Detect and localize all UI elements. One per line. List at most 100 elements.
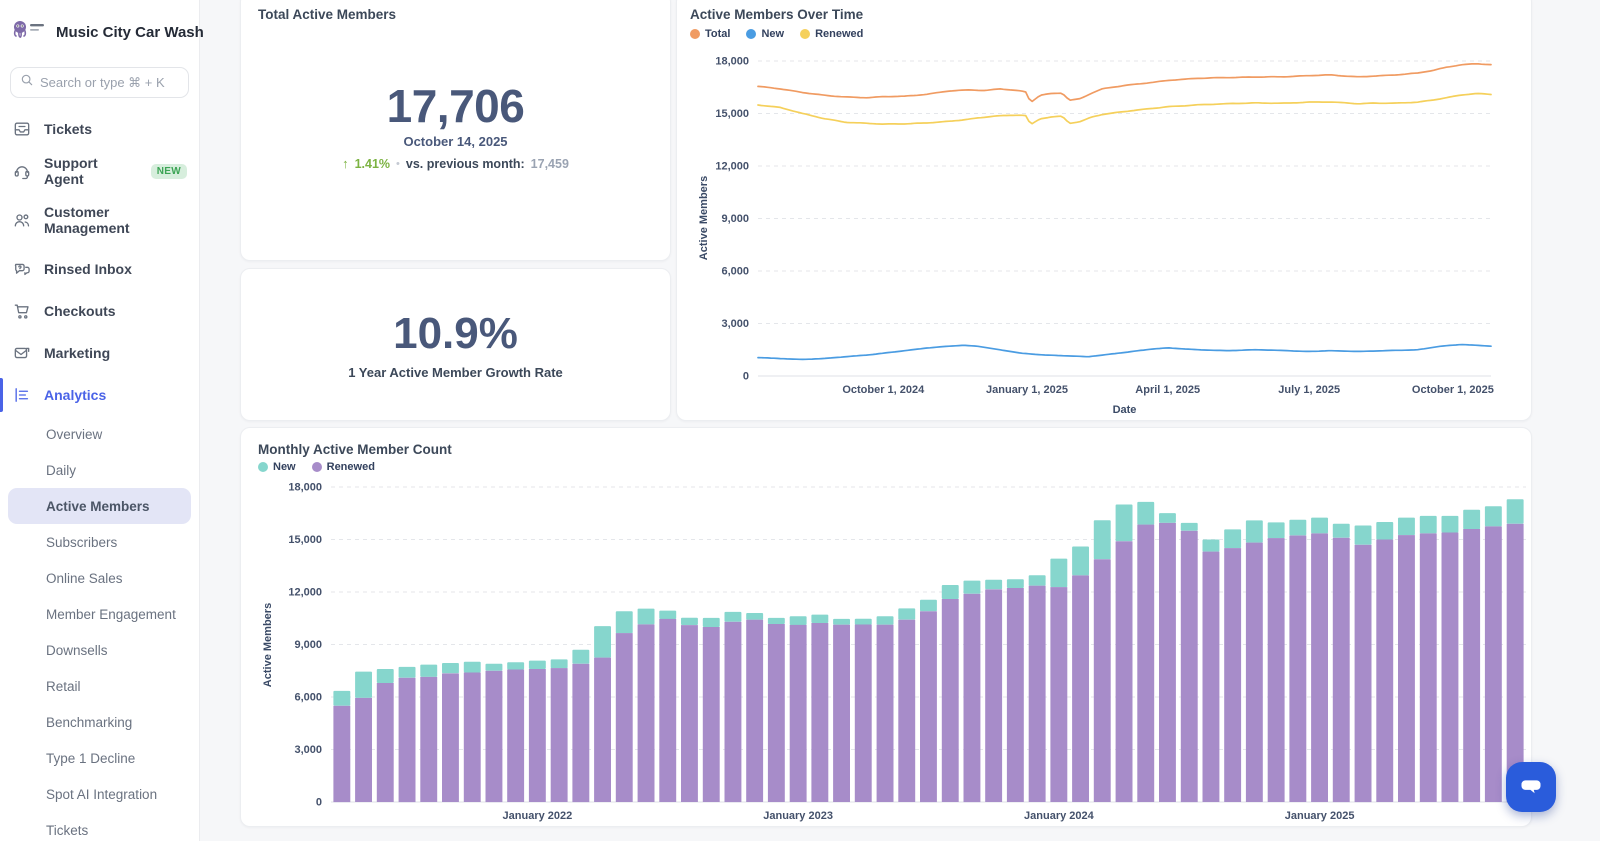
line-series-new [757,343,1492,361]
bar-segment-renewed [355,697,372,802]
bar-segment-new [659,610,677,619]
sidebar-subitem-member-engagement[interactable]: Member Engagement [8,596,191,632]
bar-segment-renewed [1354,544,1372,803]
search-input[interactable] [40,75,179,90]
sidebar-item-support-agent[interactable]: Support Agent NEW [0,150,199,192]
svg-text:9,000: 9,000 [294,639,322,651]
bar-segment-renewed [1050,587,1068,802]
sidebar-subitem-online-sales[interactable]: Online Sales [8,560,191,596]
legend-dot [311,462,322,472]
bar-segment-new [1202,539,1220,552]
bar-segment-new [1159,513,1176,523]
bar-segment-new [376,669,394,683]
sidebar-subitem-active-members[interactable]: Active Members [8,488,191,524]
sidebar-subitem-label: Tickets [46,822,89,838]
users-icon [12,210,32,230]
bar-segment-renewed [572,663,590,803]
sidebar-subitem-overview[interactable]: Overview [8,416,191,452]
sidebar-item-checkouts[interactable]: Checkouts [0,290,199,332]
sidebar-item-marketing[interactable]: Marketing [0,332,199,374]
sidebar-subitem-retail[interactable]: Retail [8,668,191,704]
sidebar-item-label: Marketing [44,344,111,361]
sidebar-subitem-tickets[interactable]: Tickets [8,812,191,841]
line-series-total [757,62,1492,103]
growth-rate-card: 10.9% 1 Year Active Member Growth Rate [240,268,671,421]
sidebar-item-analytics[interactable]: Analytics [0,374,199,416]
sidebar-subitem-label: Type 1 Decline [46,750,136,766]
line-chart-canvas: 0 3,000 6,000 9,000 12,000 15,000 18,000 Octobe… [677,0,1531,420]
growth-rate-label: 1 Year Active Member Growth Rate [348,365,563,380]
bar-segment-new [811,614,829,623]
bar-segment-renewed [1245,542,1263,802]
sidebar-subitem-label: Active Members [46,498,150,514]
bar-segment-new [485,663,503,671]
bar-segment-renewed [1441,532,1459,802]
search-input-wrapper[interactable] [10,67,189,98]
legend-label: Renewed [326,461,375,473]
bar-segment-renewed [1202,551,1220,802]
sidebar-subitem-benchmarking[interactable]: Benchmarking [8,704,191,740]
bar-segment-new [420,664,438,677]
bar-chart-svg: 0 3,000 6,000 9,000 12,000 15,000 18,000 Januar… [262,482,1526,822]
bar-chart-legend: New Renewed [258,461,375,473]
svg-text:October 1, 2025: October 1, 2025 [1412,384,1494,396]
bar-segment-renewed [637,624,655,802]
bar-segment-renewed [789,624,807,802]
bar-segment-new [767,617,785,624]
bar-segment-new [1484,506,1502,527]
bar-segment-renewed [442,673,459,802]
bar-segment-new [1180,522,1198,531]
sidebar-item-label: Customer Management [44,203,130,236]
sidebar-subitem-label: Online Sales [46,570,123,586]
bar-segment-renewed [833,624,850,802]
bar-segment-new [1354,525,1372,545]
bar-segment-renewed [1376,539,1394,802]
sidebar-subitem-subscribers[interactable]: Subscribers [8,524,191,560]
legend-item-new: New [258,461,296,473]
legend-item-renewed: Renewed [800,28,863,40]
bar-segment-new [941,585,959,599]
sidebar-subitem-downsells[interactable]: Downsells [8,632,191,668]
sidebar-nav: Tickets Support Agent NEW Customer Manageme… [0,108,199,841]
sidebar-item-tickets[interactable]: Tickets [0,108,199,150]
bar-segment-new [1419,515,1437,534]
bar-segment-new [1376,522,1394,540]
sidebar-item-rinsed-inbox[interactable]: Rinsed Inbox [0,248,199,290]
svg-text:0: 0 [743,371,749,383]
sidebar-subitem-type-1-decline[interactable]: Type 1 Decline [8,740,191,776]
sidebar-subitem-spot-ai-integration[interactable]: Spot AI Integration [8,776,191,812]
chat-launcher-button[interactable] [1506,762,1556,812]
svg-text:January 2025: January 2025 [1285,810,1355,822]
bar-segment-new [333,690,351,706]
bar-segment-new [594,626,611,658]
sidebar-subitem-label: Daily [46,462,77,478]
sidebar-subitem-daily[interactable]: Daily [8,452,191,488]
bar-segment-renewed [333,705,351,803]
bar-segment-new [528,660,546,669]
sidebar-item-label: Analytics [44,386,107,403]
bar-segment-new [724,611,742,622]
svg-text:15,000: 15,000 [288,534,322,546]
bar-segment-renewed [876,624,894,802]
line-chart-svg: 0 3,000 6,000 9,000 12,000 15,000 18,000 Octobe… [698,56,1494,417]
legend-label: Total [705,28,731,40]
bar-segment-new [833,618,850,625]
bar-segment-renewed [420,676,438,802]
brand-logo-icon [12,18,48,47]
sidebar-item-label: Tickets [44,120,92,137]
sidebar-item-customer-management[interactable]: Customer Management [0,192,199,248]
sidebar-subitem-label: Downsells [46,642,108,658]
bar-segment-new [963,580,981,594]
svg-text:18,000: 18,000 [715,56,749,68]
total-active-members-value: 17,706 [386,79,525,132]
sidebar-item-label: Rinsed Inbox [44,260,132,277]
bar-segment-new [898,608,916,620]
svg-text:January 1, 2025: January 1, 2025 [986,384,1068,396]
line-chart-legend: Total New Renewed [690,28,863,40]
bar-segment-new [702,617,720,627]
bar-segment-new [1093,520,1111,560]
bar-chart-canvas: 0 3,000 6,000 9,000 12,000 15,000 18,000 Januar… [241,428,1531,826]
bar-segment-renewed [1311,533,1328,802]
line-series-renewed [757,92,1492,125]
svg-text:9,000: 9,000 [721,213,749,225]
